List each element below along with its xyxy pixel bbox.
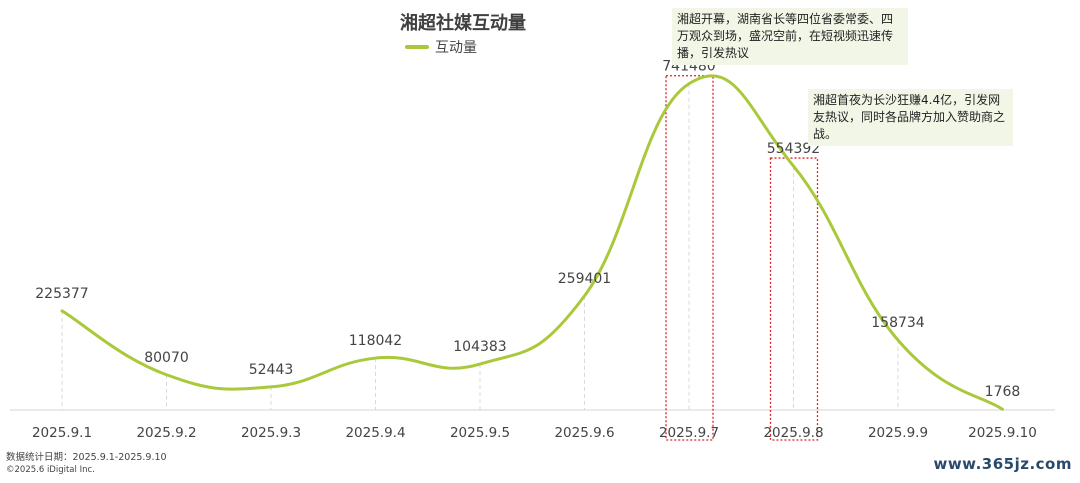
x-tick-label: 2025.9.10 <box>968 425 1037 441</box>
annotation-opening: 湘超开幕，湖南省长等四位省委常委、四万观众到场，盛况空前，在短视频迅速传播，引发… <box>672 8 908 65</box>
data-label: 118042 <box>349 333 402 349</box>
x-tick-label: 2025.9.7 <box>659 425 719 441</box>
data-label: 158734 <box>871 315 925 331</box>
copyright-note: ©2025.6 iDigital Inc. <box>6 465 95 475</box>
annotation-revenue: 湘超首夜为长沙狂赚4.4亿，引发网友热议，同时各品牌方加入赞助商之战。 <box>808 89 1013 146</box>
series-line <box>60 74 1004 411</box>
highlight-box <box>769 157 819 441</box>
data-label: 259401 <box>558 271 611 287</box>
data-period-note: 数据统计日期：2025.9.1-2025.9.10 <box>6 452 167 463</box>
x-tick-label: 2025.9.6 <box>554 425 614 441</box>
legend-swatch <box>405 45 429 49</box>
legend-label: 互动量 <box>435 40 477 56</box>
x-tick-label: 2025.9.8 <box>763 425 823 441</box>
watermark: www.365jz.com <box>933 455 1072 473</box>
highlight-box <box>665 75 714 441</box>
data-label: 80070 <box>144 350 189 366</box>
data-label: 225377 <box>35 286 88 302</box>
data-label: 554392 <box>767 141 820 157</box>
data-label: 104383 <box>453 339 506 355</box>
x-tick-label: 2025.9.4 <box>345 425 405 441</box>
chart-title: 湘超社媒互动量 <box>400 13 526 34</box>
chart-legend: 互动量 <box>405 37 477 57</box>
x-tick-label: 2025.9.1 <box>32 425 92 441</box>
x-tick-label: 2025.9.2 <box>136 425 196 441</box>
data-label: 52443 <box>249 362 294 378</box>
x-tick-label: 2025.9.5 <box>450 425 510 441</box>
x-tick-label: 2025.9.3 <box>241 425 301 441</box>
x-tick-label: 2025.9.9 <box>868 425 928 441</box>
data-label: 1768 <box>985 384 1021 400</box>
